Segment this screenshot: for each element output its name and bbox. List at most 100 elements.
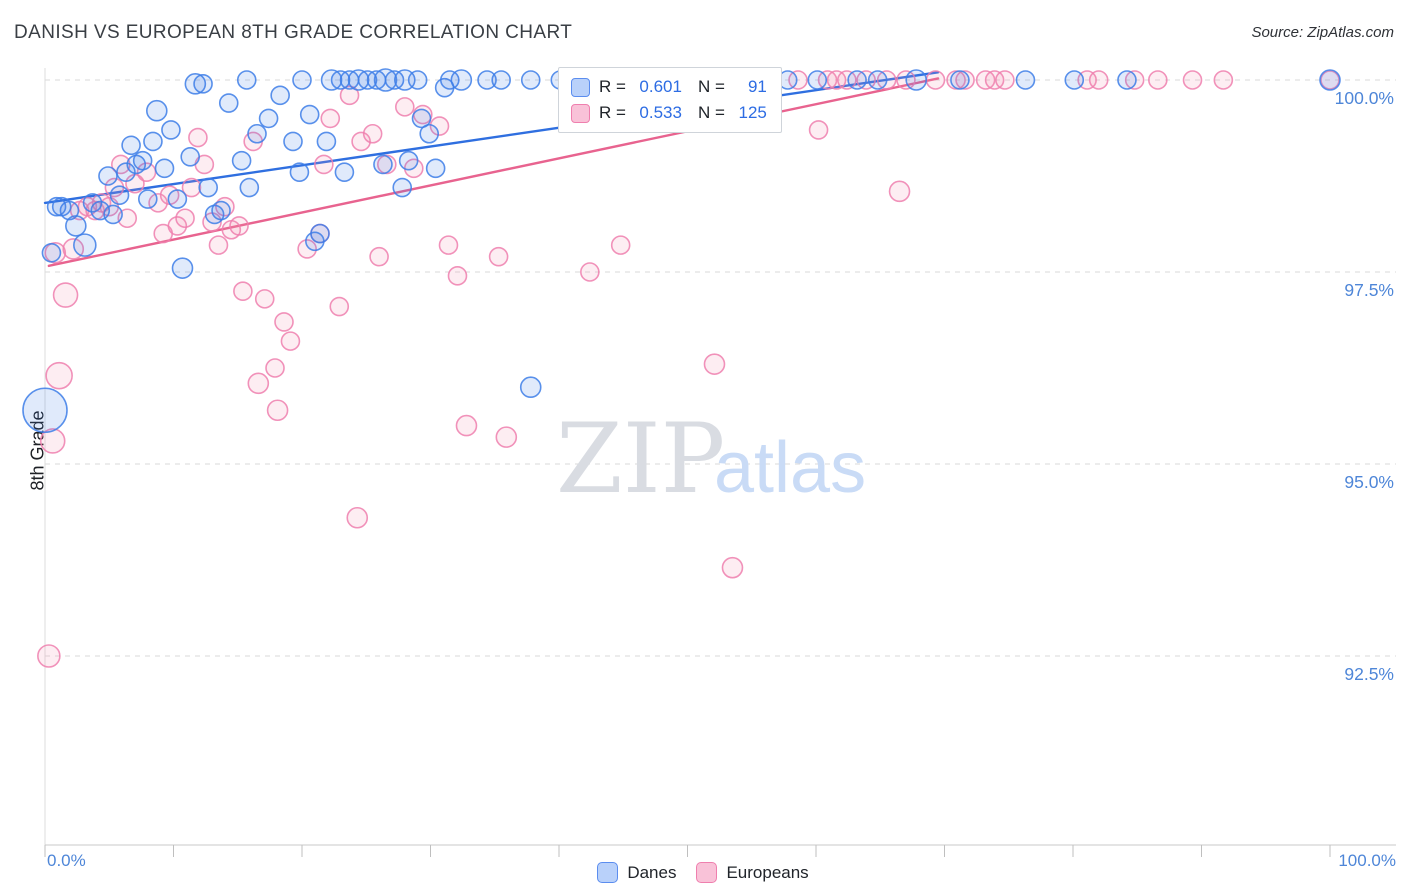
scatter-point-danes: [425, 158, 446, 179]
y-tick-label: 92.5%: [1344, 664, 1394, 684]
danes-legend-label: Danes: [627, 862, 677, 882]
scatter-point-europeans: [429, 116, 450, 136]
scatter-point-europeans: [229, 216, 249, 236]
stats-legend-row-danes: R = 0.601 N = 91: [571, 77, 767, 97]
legend-item-europeans: Europeans: [696, 862, 809, 883]
scatter-point-danes: [905, 69, 928, 91]
scatter-point-danes: [167, 189, 188, 209]
europeans-legend-swatch-icon: [696, 862, 718, 883]
scatter-point-danes: [116, 162, 136, 182]
scatter-point-europeans: [39, 428, 66, 454]
page-title: DANISH VS EUROPEAN 8TH GRADE CORRELATION…: [14, 22, 573, 43]
scatter-point-danes: [477, 70, 497, 90]
scatter-point-danes: [299, 104, 320, 125]
scatter-point-danes: [236, 70, 257, 90]
scatter-point-danes: [491, 70, 511, 90]
danes-swatch-icon: [571, 77, 590, 97]
scatter-point-danes: [270, 85, 290, 106]
scatter-point-europeans: [45, 361, 73, 390]
scatter-point-europeans: [181, 177, 202, 198]
scatter-point-danes: [398, 150, 419, 171]
scatter-point-danes: [65, 215, 87, 237]
y-tick-label: 95.0%: [1344, 472, 1394, 492]
scatter-point-danes: [184, 73, 207, 95]
scatter-point-europeans: [1124, 70, 1145, 90]
europeans-r-value: 0.533: [639, 103, 682, 122]
scatter-point-europeans: [297, 239, 317, 259]
watermark-zip: ZIP: [556, 403, 725, 515]
scatter-point-danes: [211, 200, 231, 221]
scatter-point-europeans: [247, 372, 270, 395]
scatter-point-europeans: [329, 296, 350, 317]
y-tick-label: 97.5%: [1344, 280, 1394, 300]
scatter-point-europeans: [1182, 70, 1203, 90]
scatter-point-europeans: [52, 282, 79, 308]
danes-n-label: N =: [697, 77, 725, 96]
scatter-point-danes: [73, 233, 97, 257]
scatter-point-danes: [407, 70, 428, 90]
scatter-point-danes: [103, 204, 123, 225]
source-attribution: Source: ZipAtlas.com: [1251, 24, 1394, 41]
europeans-legend-label: Europeans: [726, 862, 809, 882]
scatter-point-europeans: [314, 154, 334, 175]
scatter-point-europeans: [346, 506, 369, 529]
scatter-point-europeans: [369, 246, 389, 267]
scatter-point-danes: [519, 376, 542, 399]
scatter-point-europeans: [44, 242, 67, 264]
scatter-point-europeans: [280, 331, 301, 351]
scatter-point-danes: [109, 185, 130, 205]
scatter-point-europeans: [265, 358, 285, 378]
scatter-point-europeans: [233, 281, 253, 302]
scatter-point-danes: [334, 162, 355, 182]
scatter-point-danes: [373, 154, 393, 175]
scatter-point-europeans: [274, 312, 294, 332]
scatter-point-europeans: [175, 208, 195, 229]
series-legend: Danes Europeans: [0, 862, 1406, 883]
scatter-point-danes: [867, 70, 888, 90]
scatter-point-danes: [289, 162, 310, 182]
scatter-point-europeans: [1148, 70, 1168, 90]
scatter-point-danes: [138, 189, 158, 209]
scatter-point-danes: [392, 177, 413, 198]
scatter-point-danes: [98, 166, 118, 186]
scatter-point-danes: [121, 135, 141, 156]
stats-legend: R = 0.601 N = 91 R = 0.533 N = 125: [558, 67, 782, 133]
scatter-point-europeans: [826, 70, 847, 90]
scatter-point-danes: [82, 193, 103, 213]
watermark-atlas: atlas: [714, 428, 866, 508]
scatter-point-danes: [316, 131, 337, 152]
scatter-point-europeans: [208, 235, 229, 255]
danes-r-label: R =: [599, 77, 626, 96]
scatter-point-europeans: [254, 289, 275, 309]
scatter-point-europeans: [362, 123, 383, 144]
scatter-point-europeans: [266, 399, 289, 422]
scatter-point-europeans: [703, 353, 726, 375]
danes-n-value: 91: [747, 77, 767, 96]
x-axis-max-label: 100.0%: [1338, 851, 1396, 870]
stats-legend-row-europeans: R = 0.533 N = 125: [571, 103, 767, 123]
scatter-point-europeans: [610, 235, 631, 255]
scatter-point-danes: [218, 93, 239, 113]
scatter-point-danes: [59, 200, 80, 221]
trendline-danes: [43, 71, 940, 205]
scatter-point-danes: [450, 69, 473, 91]
scatter-point-europeans: [351, 131, 371, 152]
scatter-point-danes: [41, 243, 62, 263]
scatter-point-europeans: [580, 262, 600, 282]
scatter-point-danes: [171, 257, 194, 279]
scatter-point-danes: [161, 120, 181, 140]
scatter-point-europeans: [721, 556, 744, 579]
scatter-point-europeans: [995, 70, 1015, 90]
scatter-point-danes: [132, 150, 153, 171]
scatter-point-danes: [1064, 70, 1085, 90]
europeans-r-label: R =: [599, 103, 626, 122]
scatter-point-europeans: [1088, 70, 1109, 90]
scatter-point-danes: [247, 123, 267, 144]
scatter-point-danes: [193, 74, 213, 94]
europeans-n-label: N =: [697, 103, 725, 122]
scatter-point-europeans: [339, 85, 360, 106]
scatter-point-danes: [292, 70, 312, 90]
legend-item-danes: Danes: [597, 862, 676, 883]
scatter-point-europeans: [495, 426, 518, 448]
